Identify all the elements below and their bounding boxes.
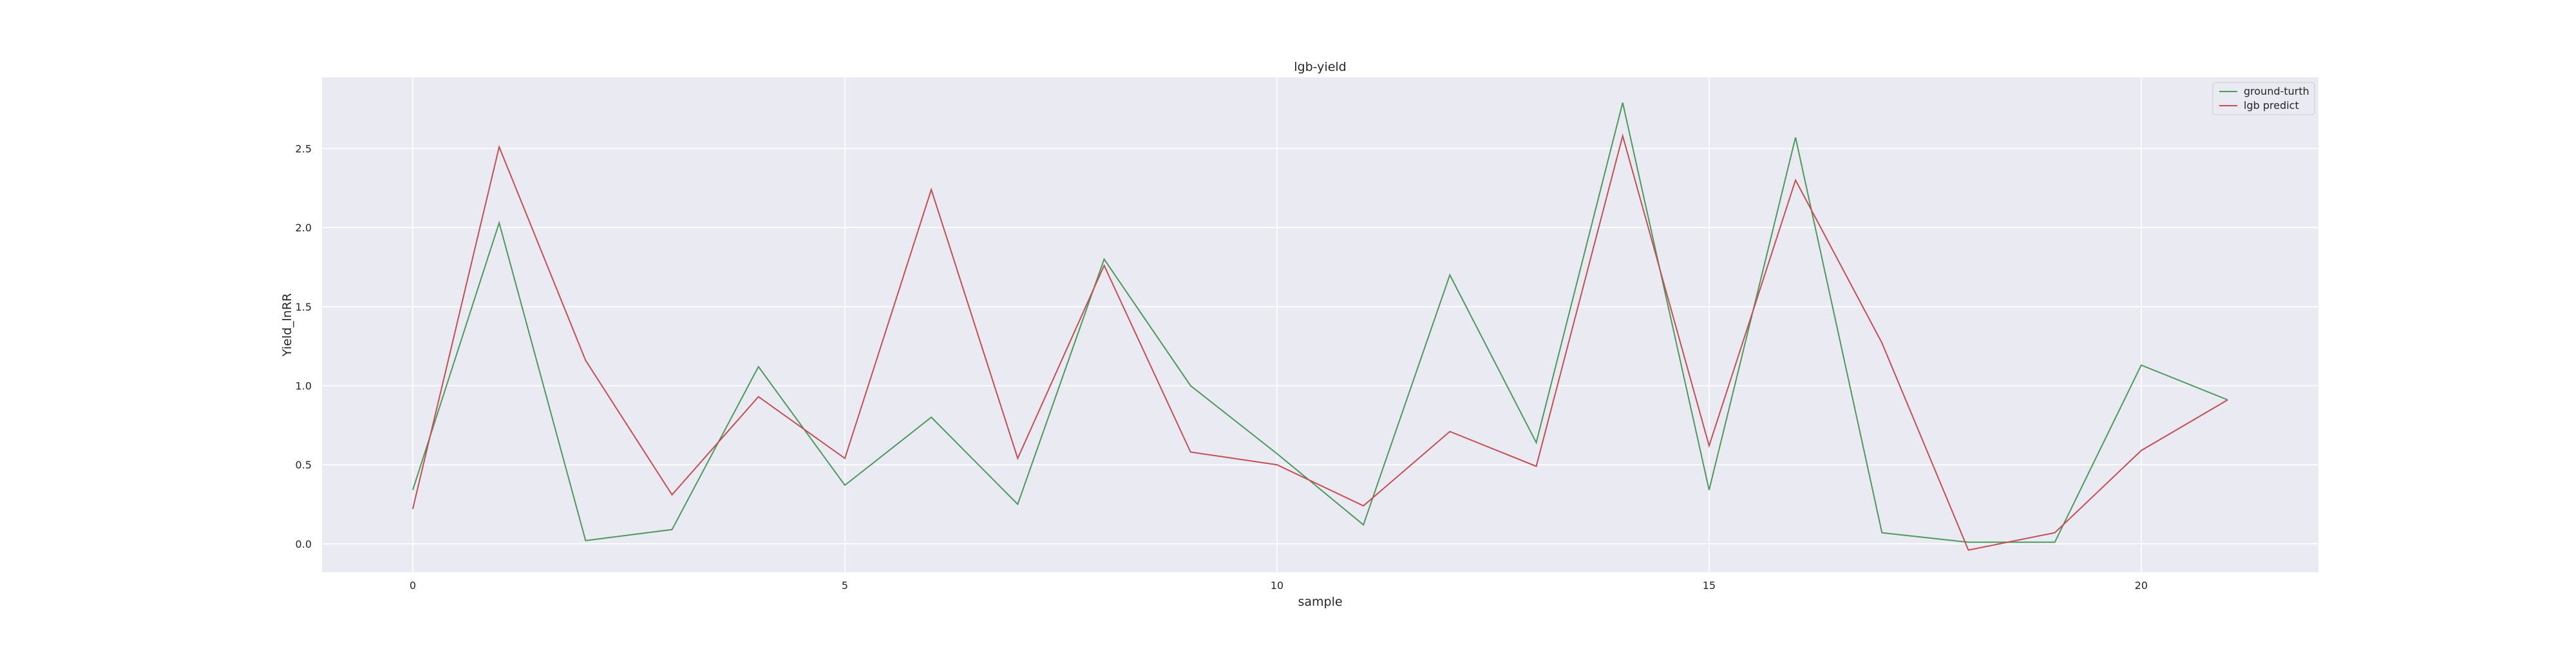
x-tick-label: 0 (410, 579, 416, 592)
x-tick-label: 5 (842, 579, 848, 592)
series-line-lgb-predict (412, 133, 2228, 551)
legend-label-lgb-predict: lgb predict (2244, 99, 2299, 111)
y-tick-label: 0.5 (296, 459, 312, 471)
series-lines (412, 102, 2228, 551)
x-tick-label: 10 (1271, 579, 1283, 592)
y-tick-label: 1.0 (296, 380, 312, 392)
x-tick-label: 15 (1703, 579, 1716, 592)
y-tick-label: 2.0 (296, 222, 312, 234)
y-axis-label: Yield_lnRR (280, 293, 294, 357)
series-line-ground-turth (412, 102, 2228, 543)
y-tick-label: 1.5 (296, 301, 312, 313)
x-axis-label: sample (1298, 595, 1342, 609)
x-tick-label: 20 (2135, 579, 2148, 592)
y-tick-label: 0.0 (296, 538, 312, 550)
grid-lines (322, 77, 2318, 572)
legend-label-ground-turth: ground-turth (2244, 85, 2309, 97)
legend-box (2212, 82, 2315, 115)
y-tick-label: 2.5 (296, 142, 312, 155)
plot-background (322, 77, 2318, 572)
tick-labels: 0.0 0.5 1.0 1.5 2.0 2.5 0 5 10 15 20 (296, 142, 2148, 592)
legend: ground-turth lgb predict (2212, 82, 2315, 115)
chart-title: lgb-yield (1294, 60, 1346, 74)
